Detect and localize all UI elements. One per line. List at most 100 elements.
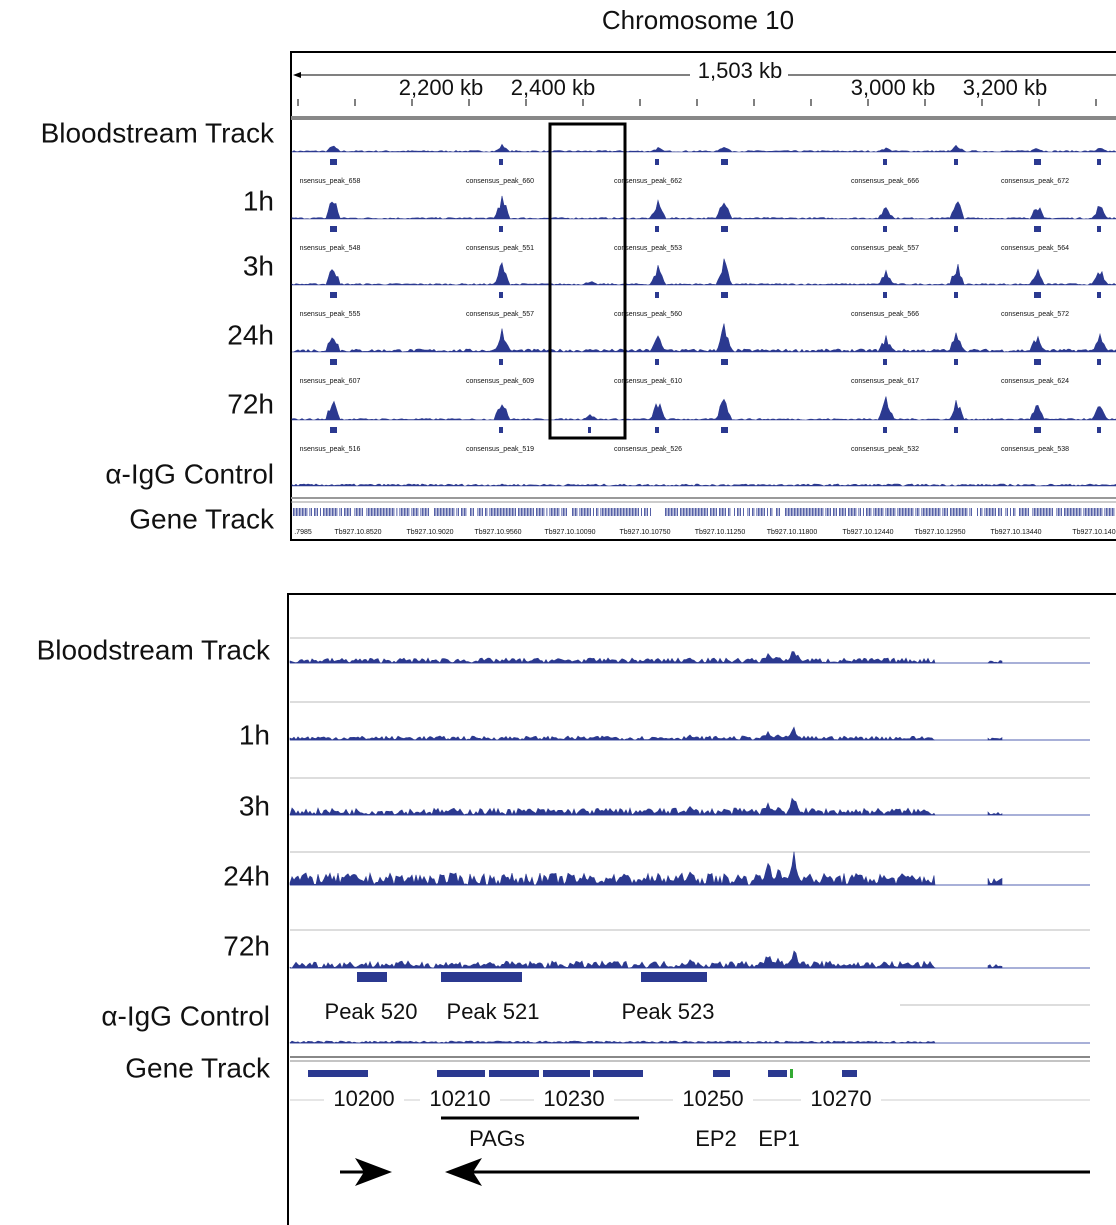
gene-tick	[1032, 508, 1034, 516]
gene-tick	[477, 508, 479, 516]
bottom-panel	[289, 637, 1090, 1186]
gene-tick	[1005, 508, 1007, 516]
gene-tick	[987, 508, 989, 516]
gene-tick	[300, 508, 302, 516]
gene-tick	[626, 508, 627, 516]
gene-tick	[1070, 508, 1071, 516]
gene-tick	[549, 508, 551, 516]
gene-tick	[923, 508, 924, 516]
gene-tick	[1085, 508, 1086, 516]
gene-tick	[537, 508, 539, 516]
gene-tick	[362, 508, 363, 516]
gene-tick	[960, 508, 962, 516]
gene-tick	[680, 508, 681, 516]
gene-tick	[932, 508, 933, 516]
gene-tick	[371, 508, 372, 516]
gene-tick	[899, 508, 900, 516]
gene-tick	[1074, 508, 1076, 516]
gene-tick	[714, 508, 716, 516]
gene-tick	[858, 508, 860, 516]
gene-tick	[572, 508, 573, 516]
gene-tick	[998, 508, 999, 516]
gene-label: Tb927.10.11800	[767, 529, 818, 536]
gene-tick	[1046, 508, 1047, 516]
gene	[543, 1070, 590, 1077]
gene-tick	[392, 508, 393, 516]
gene-tick	[623, 508, 624, 516]
gene-tick	[677, 508, 678, 516]
peak-label: consensus_peak_553	[614, 245, 682, 252]
gene-tick	[494, 508, 495, 516]
gene-tick	[528, 508, 530, 516]
label-bg	[801, 1088, 881, 1112]
gene-tick	[563, 508, 564, 516]
gene-tick	[320, 508, 321, 516]
gene-tick	[518, 508, 519, 516]
gene-tick	[504, 508, 506, 516]
gene-tick	[906, 508, 908, 516]
peak-label: consensus_peak_662	[614, 178, 682, 185]
peak-call	[721, 427, 728, 433]
arrow-head	[445, 1158, 482, 1186]
gene-tick	[813, 508, 815, 516]
gene-tick	[576, 508, 578, 516]
gene-tick	[606, 508, 608, 516]
gene-tick	[618, 508, 620, 516]
gene-tick	[552, 508, 554, 516]
gene-tick	[632, 508, 633, 516]
gene-tick	[740, 508, 741, 516]
gene-tick	[842, 508, 843, 516]
gene-tick	[924, 508, 926, 516]
gene-tick	[734, 508, 735, 516]
gene-tick	[389, 508, 390, 516]
gene-tick	[860, 508, 861, 516]
gene-tick	[368, 508, 369, 516]
ruler-sep	[291, 116, 1116, 120]
gene-tick	[693, 508, 695, 516]
peak-call	[883, 226, 887, 232]
gene-tick	[414, 508, 416, 516]
label-bg	[534, 1088, 614, 1112]
gene-tick	[531, 508, 533, 516]
gene-tick	[999, 508, 1001, 516]
gene-tick	[965, 508, 966, 516]
peak-call	[499, 226, 503, 232]
gene-tick	[456, 508, 458, 516]
gene-tick	[524, 508, 525, 516]
gene-tick	[464, 508, 465, 516]
annotation: EP1	[758, 1126, 800, 1151]
gene-tick	[839, 508, 840, 516]
gene-tick	[788, 508, 789, 516]
peak-label: consensus_peak_526	[614, 446, 682, 453]
gene-tick	[686, 508, 687, 516]
gene-tick	[327, 508, 329, 516]
gene-tick	[380, 508, 381, 516]
coverage	[289, 651, 936, 664]
gene-tick	[443, 508, 444, 516]
gene-tick	[428, 508, 429, 516]
gene-tick	[753, 508, 755, 516]
gene-tick	[951, 508, 953, 516]
gene-tick	[1034, 508, 1035, 516]
gene-tick	[608, 508, 609, 516]
arrow-head	[355, 1158, 392, 1186]
gene-tick	[566, 508, 567, 516]
peak-label: consensus_peak_666	[851, 178, 919, 185]
coverage	[987, 964, 1003, 969]
track-label: Bloodstream Track	[37, 634, 271, 665]
gene-tick	[882, 508, 884, 516]
gene-tick	[1047, 508, 1049, 516]
gene-tick	[1058, 508, 1059, 516]
peak-label: consensus_peak_538	[1001, 446, 1069, 453]
peak-bar	[357, 972, 387, 982]
gene-tick	[1026, 508, 1028, 516]
gene-tick	[405, 508, 407, 516]
gene-tick	[894, 508, 896, 516]
gene-tick	[840, 508, 842, 516]
peak-label: consensus_peak_660	[466, 178, 534, 185]
gene-tick	[441, 508, 443, 516]
gene-tick	[641, 508, 642, 516]
gene-tick	[795, 508, 797, 516]
gene-tick	[413, 508, 414, 516]
